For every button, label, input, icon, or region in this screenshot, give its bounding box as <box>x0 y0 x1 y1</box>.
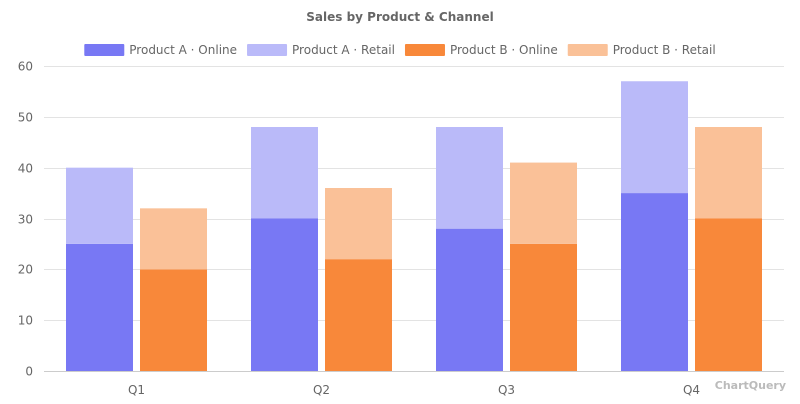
y-tick-label: 20 <box>18 263 33 277</box>
bar-q1-product-a-retail[interactable] <box>66 167 133 244</box>
y-tick-label: 10 <box>18 314 33 328</box>
legend-item[interactable]: Product B · Online <box>404 43 558 57</box>
y-tick-label: 60 <box>18 60 33 74</box>
bar-q1-product-b-retail[interactable] <box>140 208 207 270</box>
bar-q1-product-b-online[interactable] <box>140 269 207 371</box>
legend-item[interactable]: Product B · Retail <box>567 43 716 57</box>
bar-q4-product-a-retail[interactable] <box>621 81 688 194</box>
legend-label: Product B · Online <box>450 43 558 57</box>
x-tick-label: Q2 <box>313 383 330 397</box>
legend-label: Product A · Online <box>129 43 237 57</box>
bar-q4-product-a-online[interactable] <box>621 193 688 371</box>
x-tick-label: Q3 <box>498 383 515 397</box>
bar-q2-product-a-retail[interactable] <box>251 127 318 219</box>
y-tick-label: 40 <box>18 162 33 176</box>
chart-title: Sales by Product & Channel <box>306 10 493 24</box>
legend-swatch <box>84 44 125 56</box>
bar-q4-product-b-online[interactable] <box>695 218 762 372</box>
y-tick-label: 50 <box>18 111 33 125</box>
bar-q2-product-b-retail[interactable] <box>325 188 392 260</box>
watermark: ChartQuery <box>715 379 786 392</box>
y-tick-label: 30 <box>18 213 33 227</box>
x-tick-label: Q1 <box>128 383 145 397</box>
bar-q3-product-a-retail[interactable] <box>436 127 503 229</box>
legend-label: Product A · Retail <box>292 43 395 57</box>
legend-swatch <box>247 44 288 56</box>
legend-swatch <box>567 44 608 56</box>
legend-swatch <box>404 44 445 56</box>
bar-q2-product-a-online[interactable] <box>251 218 318 372</box>
bar-q3-product-a-online[interactable] <box>436 228 503 371</box>
legend-label: Product B · Retail <box>613 43 716 57</box>
legend[interactable]: Product A · Online Product A · Retail Prod… <box>84 43 716 57</box>
bar-q3-product-b-retail[interactable] <box>510 162 577 244</box>
bar-q4-product-b-retail[interactable] <box>695 127 762 219</box>
y-tick-label: 0 <box>25 365 33 379</box>
axes: 0 10 20 30 40 50 60 Q1 Q2 Q3 Q4 <box>18 60 784 397</box>
x-tick-label: Q4 <box>683 383 700 397</box>
legend-item[interactable]: Product A · Retail <box>247 43 395 57</box>
bar-q1-product-a-online[interactable] <box>66 243 133 371</box>
bars <box>66 81 762 371</box>
legend-item[interactable]: Product A · Online <box>84 43 237 57</box>
bar-q3-product-b-online[interactable] <box>510 243 577 371</box>
bar-q2-product-b-online[interactable] <box>325 259 392 371</box>
